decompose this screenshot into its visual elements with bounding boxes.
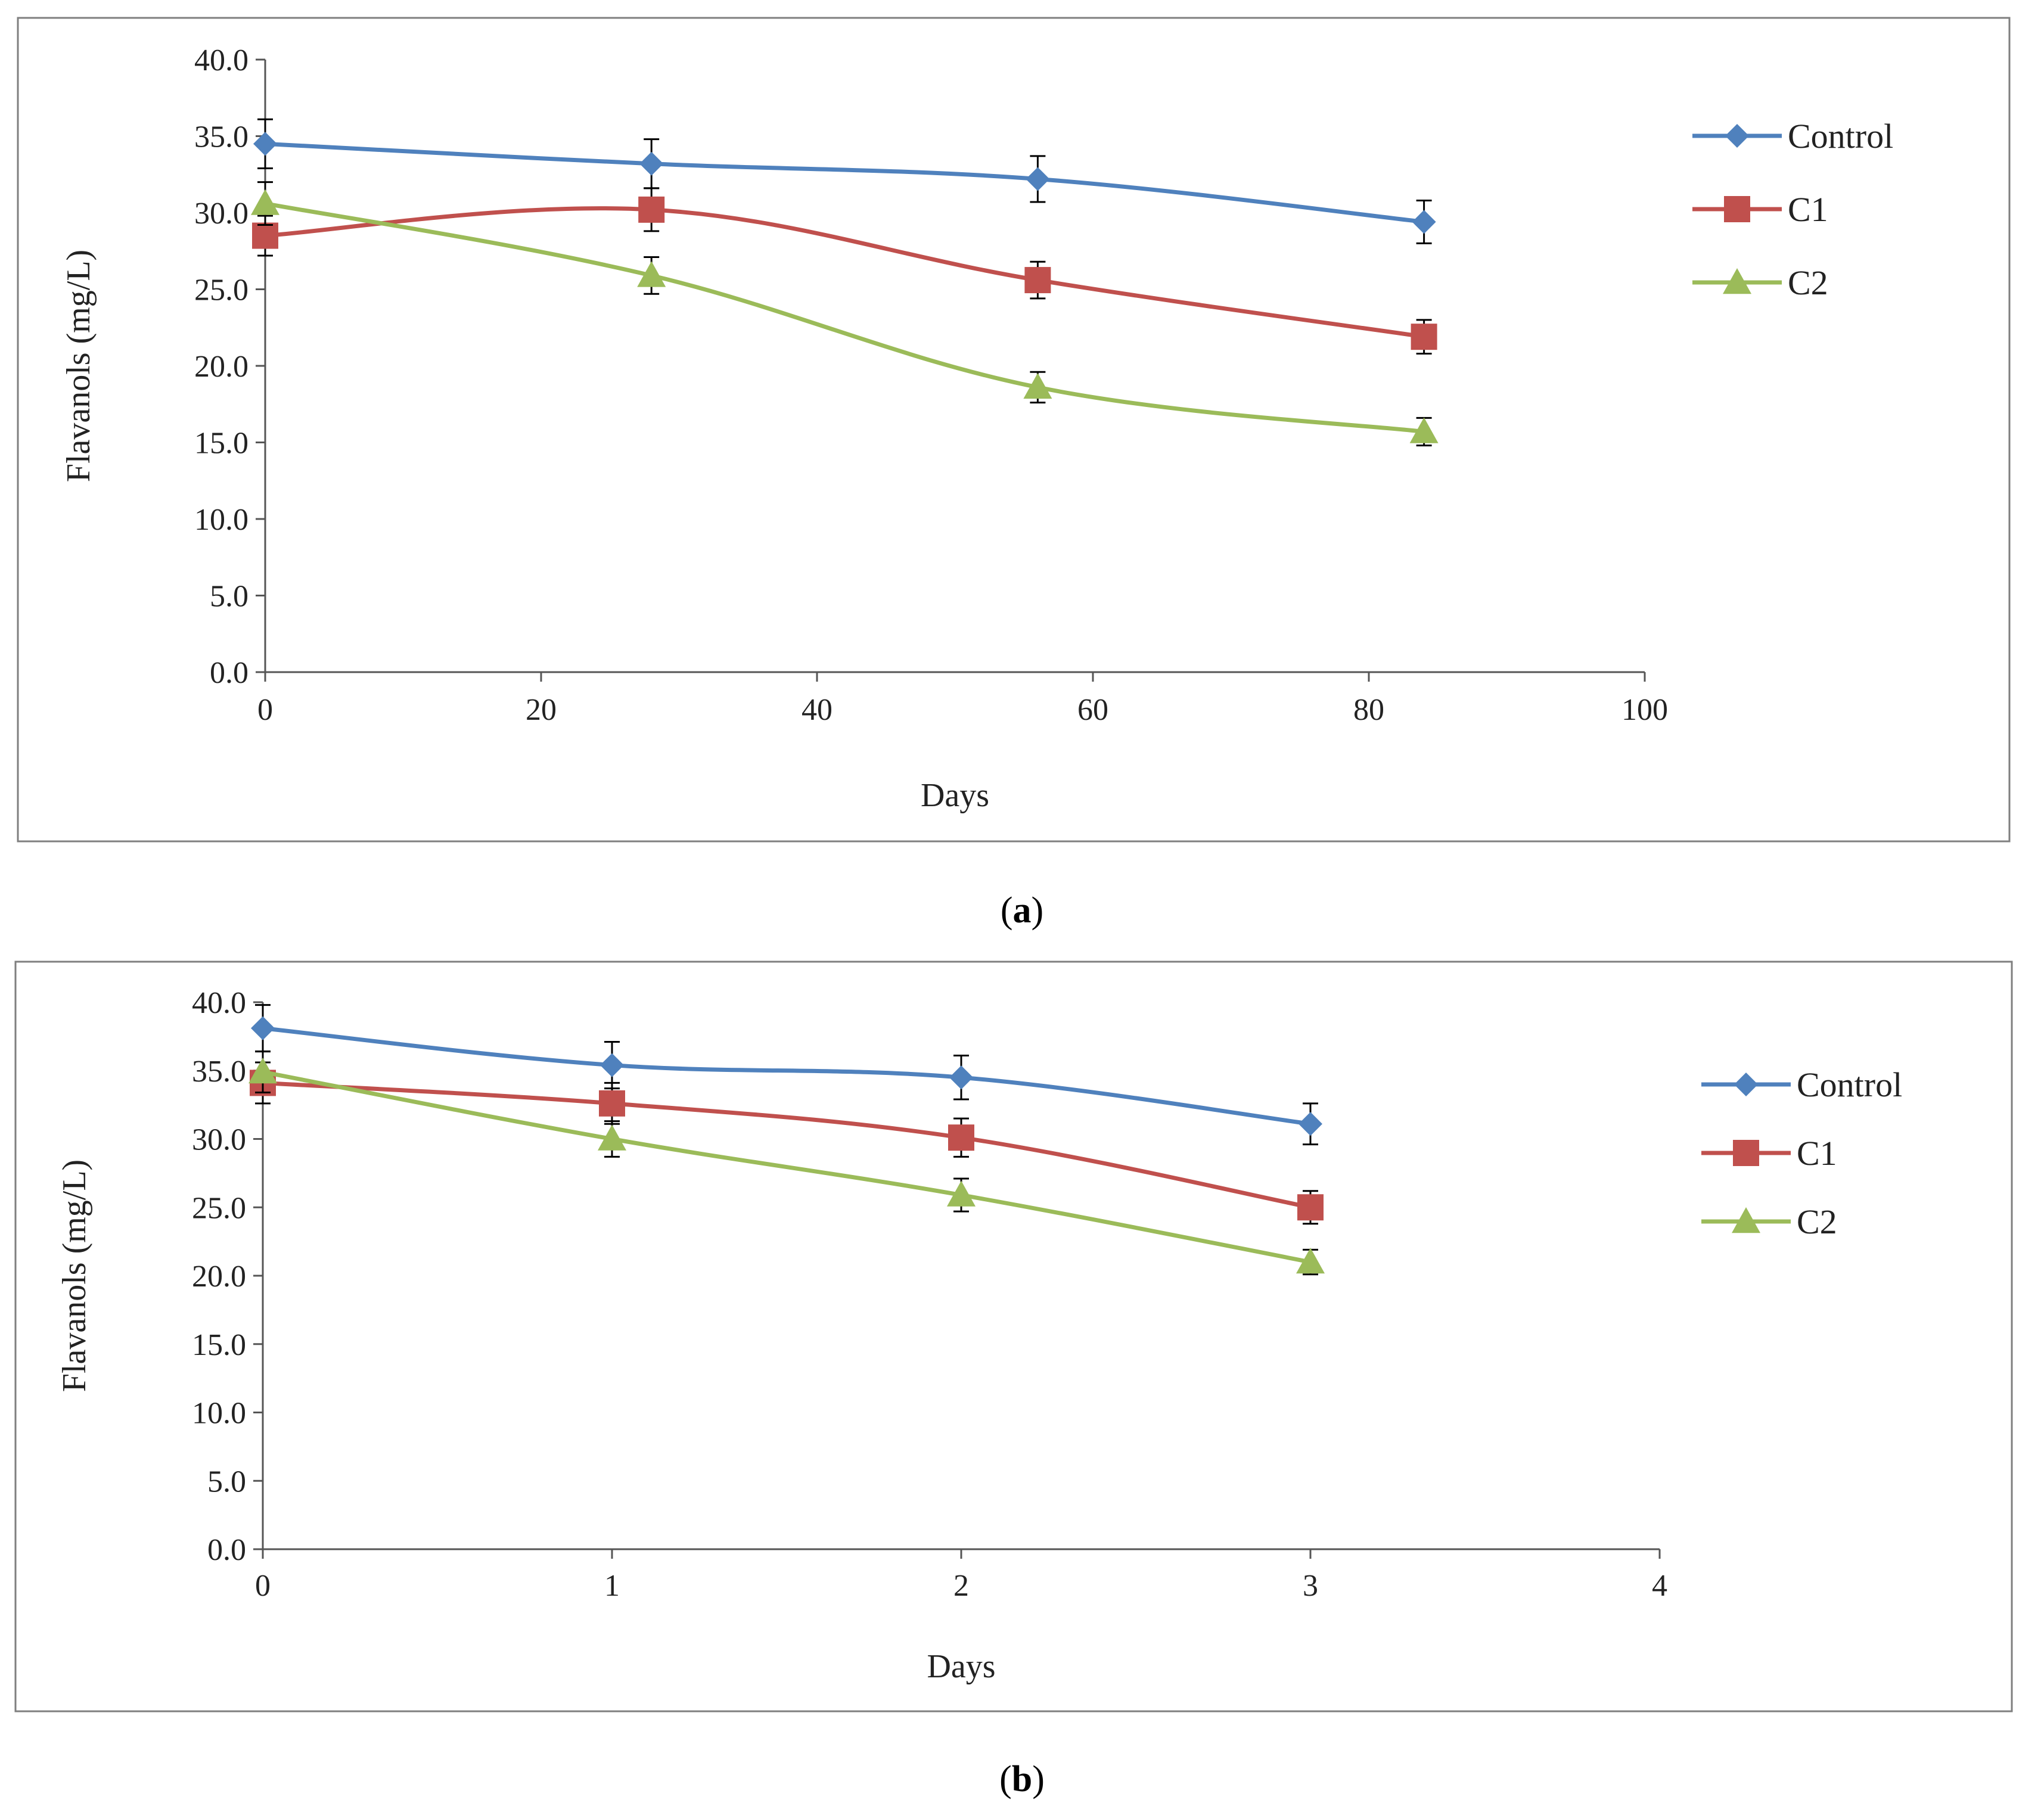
- y-tick-label: 20.0: [194, 350, 248, 384]
- legend-label: C2: [1797, 1202, 1837, 1241]
- data-point: [1411, 324, 1437, 350]
- legend-marker: [1732, 1207, 1760, 1233]
- caption-a: (a): [1001, 890, 1043, 931]
- data-point: [248, 1058, 277, 1084]
- x-tick-label: 40: [802, 693, 832, 727]
- legend-label: C1: [1797, 1134, 1837, 1173]
- legend-label: Control: [1797, 1065, 1902, 1104]
- data-point: [637, 261, 666, 287]
- y-tick-label: 0.0: [210, 656, 248, 690]
- legend-marker: [1734, 1073, 1758, 1096]
- y-tick-label: 5.0: [207, 1465, 246, 1499]
- x-tick-label: 0: [255, 1569, 271, 1603]
- x-tick-label: 100: [1621, 693, 1668, 727]
- data-point: [1296, 1248, 1325, 1274]
- x-tick-label: 60: [1077, 693, 1108, 727]
- legend-label: Control: [1788, 117, 1893, 156]
- y-tick-label: 40.0: [192, 986, 246, 1020]
- series-line: [260, 1080, 1313, 1210]
- x-tick-label: 20: [526, 693, 557, 727]
- legend-item-control: Control: [1701, 1065, 1902, 1104]
- series-line: [260, 1026, 1313, 1126]
- x-tick-label: 4: [1652, 1569, 1667, 1603]
- caption-b-letter: b: [1012, 1759, 1032, 1799]
- y-tick-label: 15.0: [192, 1328, 246, 1362]
- x-axis-label: Days: [921, 777, 989, 814]
- series-control: [253, 118, 1436, 244]
- data-point: [600, 1053, 624, 1077]
- y-tick-label: 40.0: [194, 43, 248, 77]
- legend-marker: [1724, 196, 1750, 222]
- y-tick-label: 20.0: [192, 1260, 246, 1294]
- data-point: [639, 151, 664, 176]
- legend-item-control: Control: [1692, 117, 1893, 156]
- data-point: [251, 1016, 275, 1040]
- y-tick-label: 35.0: [192, 1055, 246, 1089]
- caption-a-letter: a: [1013, 890, 1032, 931]
- y-axis-label: Flavanols (mg/L): [56, 1160, 93, 1392]
- legend-label: C2: [1788, 263, 1828, 302]
- legend-marker: [1725, 124, 1749, 148]
- data-point: [251, 189, 279, 215]
- x-tick-label: 3: [1303, 1569, 1318, 1603]
- series-line: [263, 201, 1427, 434]
- legend-item-c2: C2: [1701, 1202, 1837, 1241]
- data-point: [638, 196, 665, 223]
- data-point: [1299, 1112, 1322, 1136]
- legend-marker: [1733, 1140, 1759, 1166]
- data-point: [1024, 267, 1051, 294]
- legend-marker: [1723, 268, 1751, 294]
- x-tick-label: 80: [1353, 693, 1384, 727]
- y-axis-label: Flavanols (mg/L): [60, 250, 97, 482]
- data-point: [948, 1124, 974, 1151]
- data-point: [252, 222, 278, 249]
- y-tick-label: 0.0: [207, 1533, 246, 1567]
- y-tick-label: 10.0: [192, 1397, 246, 1431]
- data-point: [253, 132, 277, 156]
- y-tick-label: 5.0: [210, 580, 248, 614]
- y-tick-label: 10.0: [194, 503, 248, 537]
- data-point: [1023, 372, 1052, 399]
- data-point: [1409, 417, 1439, 443]
- y-tick-label: 30.0: [192, 1123, 246, 1157]
- x-tick-label: 0: [257, 693, 273, 727]
- legend: Control C1 C2: [1701, 1065, 1902, 1241]
- series-c2: [251, 181, 1439, 447]
- chart-frame: [14, 961, 2013, 1712]
- series-control: [251, 1004, 1322, 1146]
- legend-item-c1: C1: [1692, 190, 1828, 229]
- x-axis-label: Days: [927, 1648, 995, 1685]
- chart-panel-a: 0.0 5.0 10.0 15.0 20.0 25.0 30.0 35.0 40.0 0 20 40 6…: [17, 17, 2011, 843]
- data-point: [947, 1180, 976, 1207]
- legend-item-c2: C2: [1692, 263, 1828, 302]
- x-tick-label: 1: [604, 1569, 620, 1603]
- legend-label: C1: [1788, 190, 1828, 229]
- series-c2: [248, 1050, 1325, 1276]
- data-point: [1297, 1194, 1324, 1221]
- data-point: [1412, 210, 1436, 234]
- series-line: [260, 1070, 1313, 1264]
- caption-b: (b): [999, 1759, 1045, 1799]
- y-tick-label: 35.0: [194, 120, 248, 154]
- data-point: [949, 1065, 973, 1090]
- series-line: [263, 141, 1427, 224]
- legend-item-c1: C1: [1701, 1134, 1837, 1173]
- chart-frame: [17, 17, 2011, 843]
- y-tick-label: 25.0: [192, 1191, 246, 1225]
- chart-panel-b: 0.0 5.0 10.0 15.0 20.0 25.0 30.0 35.0 40.0 0 1 2 3 4 D…: [14, 961, 2013, 1712]
- data-point: [1026, 167, 1050, 191]
- y-tick-label: 15.0: [194, 427, 248, 461]
- series-line: [263, 206, 1427, 339]
- y-tick-label: 30.0: [194, 197, 248, 231]
- y-tick-label: 25.0: [194, 273, 248, 307]
- x-tick-label: 2: [953, 1569, 969, 1603]
- data-point: [599, 1090, 625, 1117]
- data-point: [598, 1124, 626, 1151]
- legend: Control C1 C2: [1692, 117, 1893, 302]
